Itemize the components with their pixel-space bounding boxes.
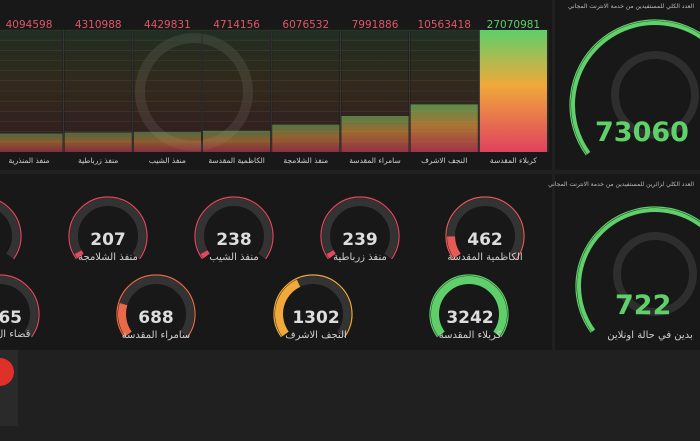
bar-value-label: 7991886	[352, 19, 399, 31]
site-gauge-fill	[118, 302, 132, 337]
site-gauge-track	[0, 276, 38, 337]
online-users-gauge	[575, 206, 700, 333]
total-gauge-outline	[569, 19, 700, 156]
site-gauge-fill	[447, 236, 461, 259]
panel-title: العدد الكلي لزائرين للمستفيدين من خدمة ا…	[548, 181, 694, 188]
gauge-value: 688	[138, 308, 174, 328]
bar-background	[203, 30, 271, 152]
site-gauge-track	[70, 198, 146, 259]
gauge-value: 462	[467, 230, 503, 250]
site-gauges	[0, 196, 525, 338]
site-gauge-track	[447, 198, 523, 259]
bar-value-label: 10563418	[417, 19, 470, 31]
site-gauge-outline	[194, 196, 274, 260]
bar-value-label: 4310988	[75, 19, 122, 31]
gauge-label: قضاء ال	[0, 329, 31, 340]
bar-category-label: منفذ الشيب	[149, 156, 186, 165]
site-gauge-outline	[116, 274, 196, 338]
bar-background	[133, 30, 201, 152]
site-gauge-fill	[275, 279, 301, 337]
watermark-logo	[611, 51, 699, 139]
bar-value-label: 4714156	[213, 19, 260, 31]
bar-background	[0, 30, 63, 152]
total-beneficiaries-gauge	[569, 19, 700, 156]
bar-category-label: النجف الاشرف	[421, 156, 467, 165]
site-gauge-outline	[320, 196, 400, 260]
bar-chart-panel: 27070981 كربلاء المقدسة 10563418 النجف الاش…	[0, 0, 552, 170]
gauge-label: الكاظمية المقدسة	[447, 252, 523, 263]
bar-category-label: الكاظمية المقدسة	[208, 156, 265, 165]
site-gauge-outline	[273, 274, 353, 338]
gauge-value: 207	[90, 230, 126, 250]
bar-background	[341, 30, 409, 152]
online-users-label: بدين في حالة اونلاين	[607, 330, 693, 341]
gauge-value: 3242	[446, 308, 494, 328]
site-gauge-fill	[431, 276, 507, 337]
site-gauges-panel: 207 منفذ الشلامجة 238 منفذ الشيب 239 منف…	[0, 174, 552, 350]
bar-value-label: 4429831	[144, 19, 191, 31]
bar-background	[410, 30, 478, 152]
bar-background	[272, 30, 340, 152]
total-beneficiaries-panel: العدد الكلي للمستفيدين من خدمة الانترنت …	[555, 0, 700, 170]
clipped-gauge-track	[0, 202, 20, 259]
site-gauge-outline	[445, 196, 525, 260]
bar-value-label: 27070981	[487, 19, 540, 31]
gauge-label: سامراء المقدسة	[121, 330, 191, 341]
bar-category-label: منفذ زرباطية	[78, 156, 118, 165]
gauge-value: 238	[216, 230, 252, 250]
online-gauge-fill	[577, 208, 700, 332]
total-beneficiaries-value: 73060	[595, 117, 689, 148]
bar-category-label: كربلاء المقدسة	[490, 156, 537, 165]
bar-background	[479, 30, 547, 152]
site-gauge-fill	[326, 250, 336, 259]
gauge-value: 65	[0, 308, 22, 328]
gauge-label: منفذ الشلامجة	[78, 252, 138, 263]
bar-value-label: 6076532	[282, 19, 329, 31]
clipped-gauge-outline	[0, 200, 22, 260]
watermark-logo	[613, 232, 697, 316]
site-gauge-track	[196, 198, 272, 259]
site-gauge-fill	[200, 250, 210, 259]
gauge-label: كربلاء المقدسة	[438, 330, 502, 341]
site-gauge-outline	[429, 274, 509, 338]
online-gauge-outline	[575, 206, 700, 333]
bar-value-label: 4094598	[6, 19, 53, 31]
gauge-label: منفذ الشيب	[209, 252, 259, 263]
bar-category-label: منفذ المنذرية	[8, 156, 49, 165]
partial-status-widget	[0, 350, 18, 426]
gauge-value: 239	[342, 230, 378, 250]
online-users-panel: العدد الكلي لزائرين للمستفيدين من خدمة ا…	[548, 174, 700, 350]
bottom-empty-area	[0, 350, 700, 441]
gauge-label: النجف الاشرف	[285, 330, 347, 341]
red-status-dot	[0, 358, 14, 386]
bar-chart: 27070981 كربلاء المقدسة 10563418 النجف الاش…	[0, 19, 549, 165]
site-gauge-fill	[74, 250, 84, 259]
bar-category-label: سامراء المقدسة	[349, 156, 400, 165]
gauge-label: منفذ زرباطية	[333, 252, 387, 263]
bar-background	[64, 30, 132, 152]
total-gauge-fill	[571, 21, 700, 155]
site-gauge-outline	[68, 196, 148, 260]
site-gauge-track	[322, 198, 398, 259]
bar-category-label: منفذ الشلامجة	[283, 156, 328, 165]
site-gauge-outline	[0, 274, 40, 338]
online-users-value: 722	[615, 290, 672, 321]
gauge-value: 1302	[292, 308, 340, 328]
panel-title: العدد الكلي للمستفيدين من خدمة الانترنت …	[568, 3, 694, 10]
